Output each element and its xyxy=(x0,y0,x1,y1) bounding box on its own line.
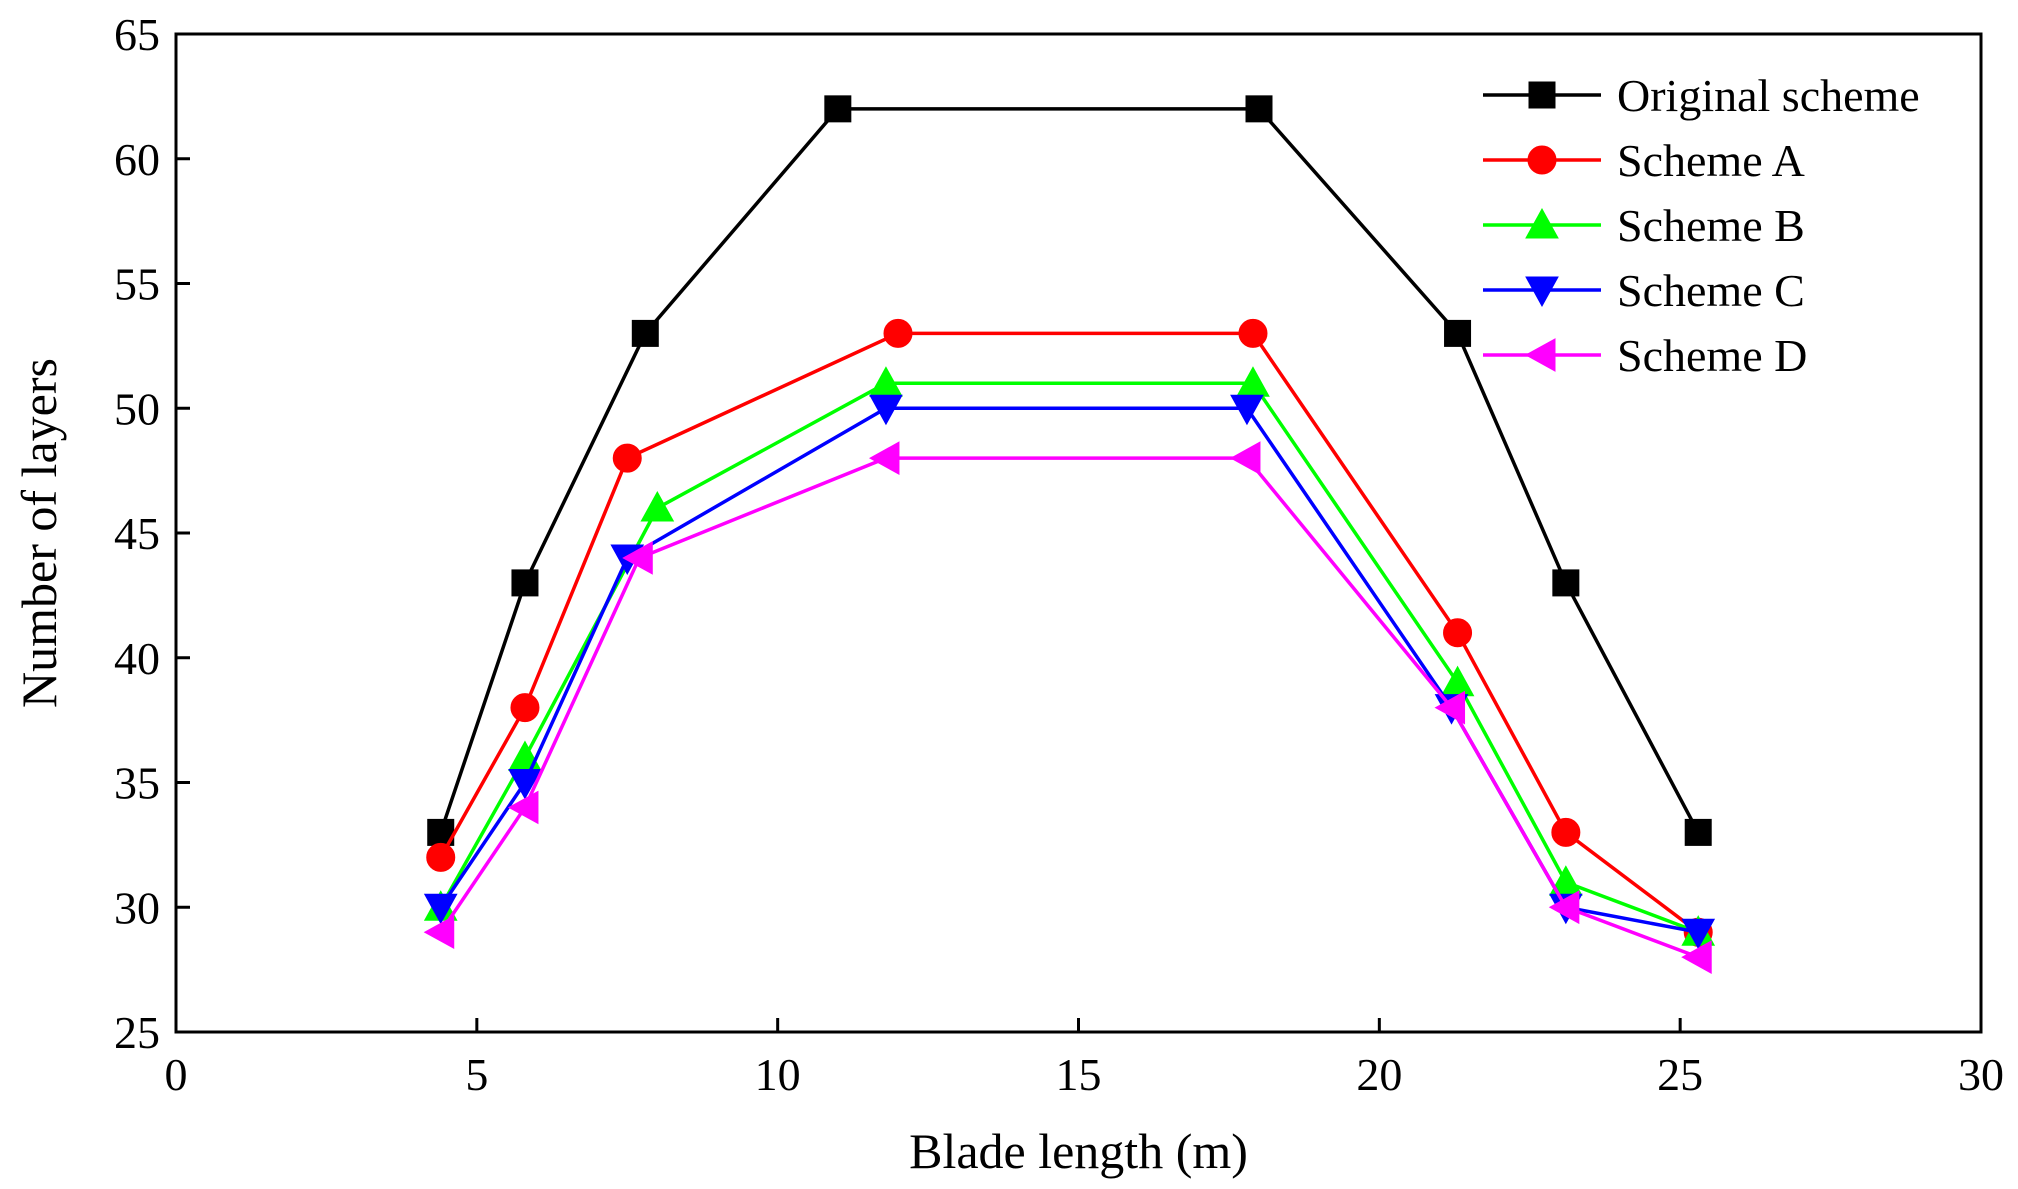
data-point-marker xyxy=(622,541,653,575)
data-point-marker xyxy=(511,569,539,597)
data-point-marker xyxy=(1684,818,1712,846)
legend-item: Scheme C xyxy=(1483,265,1805,316)
legend-item: Scheme B xyxy=(1483,200,1805,251)
series-original-scheme xyxy=(427,95,1712,846)
data-point-marker xyxy=(1552,569,1580,597)
legend-label: Scheme B xyxy=(1617,200,1805,251)
data-point-marker xyxy=(510,693,540,723)
y-tick-label: 35 xyxy=(114,758,160,809)
x-tick-label: 0 xyxy=(165,1049,188,1100)
legend-marker-swatch xyxy=(1528,81,1556,109)
data-point-marker xyxy=(1681,918,1716,950)
data-point-marker xyxy=(612,443,642,473)
data-point-marker xyxy=(1443,618,1473,648)
data-point-marker xyxy=(869,394,903,426)
legend-marker-swatch xyxy=(1524,338,1556,372)
y-tick-label: 30 xyxy=(114,882,160,933)
axes: 0 5 10 15 20 25 30 25 30 35 40 45 50 55 60 65 xyxy=(114,9,2004,1100)
data-point-marker xyxy=(423,915,455,950)
data-point-marker xyxy=(824,95,852,123)
y-tick-label: 50 xyxy=(114,383,160,434)
data-point-marker xyxy=(640,491,675,522)
legend-label: Scheme C xyxy=(1617,265,1805,316)
y-tick-label: 55 xyxy=(114,259,160,310)
x-tick-label: 10 xyxy=(755,1049,801,1100)
series-group xyxy=(423,95,1716,974)
legend-item: Scheme D xyxy=(1483,330,1807,381)
data-point-marker xyxy=(507,790,539,825)
y-tick-label: 45 xyxy=(114,508,160,559)
data-point-marker xyxy=(883,318,913,348)
legend-item: Scheme A xyxy=(1483,135,1805,186)
x-axis-title: Blade length (m) xyxy=(909,1123,1248,1179)
data-point-marker xyxy=(1434,690,1466,725)
data-point-marker xyxy=(508,769,542,800)
y-tick-label: 25 xyxy=(114,1007,160,1058)
legend-label: Scheme A xyxy=(1617,135,1805,186)
legend-marker-swatch xyxy=(1527,145,1557,175)
y-tick-label: 60 xyxy=(114,134,160,185)
x-tick-label: 25 xyxy=(1657,1049,1703,1100)
x-tick-label: 15 xyxy=(1056,1049,1102,1100)
legend-marker-swatch xyxy=(1525,207,1559,239)
x-tick-label: 5 xyxy=(465,1049,488,1100)
data-point-marker xyxy=(1230,394,1264,426)
data-point-marker xyxy=(1681,940,1712,974)
series-line xyxy=(439,107,1700,834)
y-tick-label: 65 xyxy=(114,9,160,60)
series-line xyxy=(439,456,1699,959)
data-point-marker xyxy=(1444,319,1472,347)
y-axis-title: Number of layers xyxy=(11,358,67,708)
legend: Original scheme Scheme A Scheme B Scheme C S… xyxy=(1483,70,1920,381)
legend-marker-swatch xyxy=(1525,276,1559,308)
data-point-marker xyxy=(1548,890,1580,925)
data-point-marker xyxy=(1551,817,1581,847)
data-point-marker xyxy=(631,319,659,347)
data-point-marker xyxy=(1245,95,1273,123)
data-point-marker xyxy=(868,441,900,475)
x-tick-label: 30 xyxy=(1958,1049,2004,1100)
data-point-marker xyxy=(1229,441,1261,475)
data-point-marker xyxy=(426,842,456,872)
data-point-marker xyxy=(1238,318,1268,348)
data-point-marker xyxy=(423,893,458,925)
series-line xyxy=(439,381,1699,934)
series-line xyxy=(439,331,1700,934)
legend-label: Original scheme xyxy=(1617,70,1920,121)
x-tick-label: 20 xyxy=(1356,1049,1402,1100)
y-tick-label: 40 xyxy=(114,633,160,684)
legend-item: Original scheme xyxy=(1483,70,1920,121)
series-scheme-d xyxy=(423,441,1712,974)
legend-label: Scheme D xyxy=(1617,330,1807,381)
